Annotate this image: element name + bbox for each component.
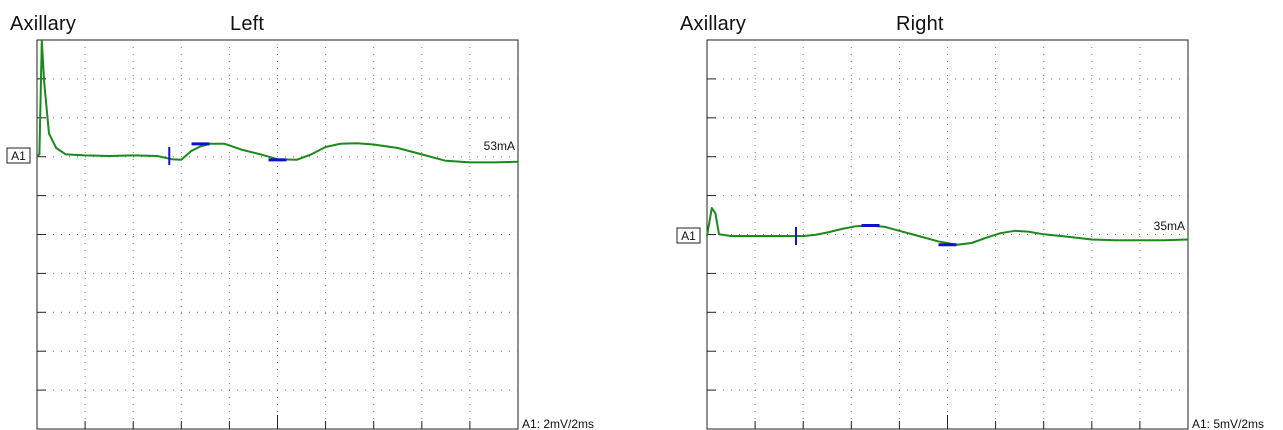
right-muscle-title: Axillary (680, 13, 747, 35)
left-scale-label: A1: 2mV/2ms (522, 417, 594, 430)
left-panel: A1 53mA A1: 2mV/2ms Axillary Left (0, 0, 640, 430)
left-channel-label-box (6, 147, 31, 164)
left-emg-plot: A1 53mA A1: 2mV/2ms (6, 39, 594, 430)
right-side-title: Right (896, 13, 944, 35)
left-muscle-title: Axillary (10, 13, 77, 35)
right-waveform-trace (706, 207, 1189, 246)
left-stim-current: 53mA (484, 139, 515, 153)
right-panel: A1 35mA A1: 5mV/2ms Axillary Right (670, 0, 1283, 430)
right-channel-label: A1 (681, 229, 696, 243)
left-side-title: Left (230, 13, 265, 35)
right-channel-label-box (676, 227, 701, 244)
left-waveform-trace (36, 40, 519, 164)
right-emg-plot: A1 35mA A1: 5mV/2ms (676, 39, 1264, 430)
left-channel-label: A1 (11, 149, 26, 163)
right-scale-label: A1: 5mV/2ms (1192, 417, 1264, 430)
right-stim-current: 35mA (1154, 219, 1185, 233)
